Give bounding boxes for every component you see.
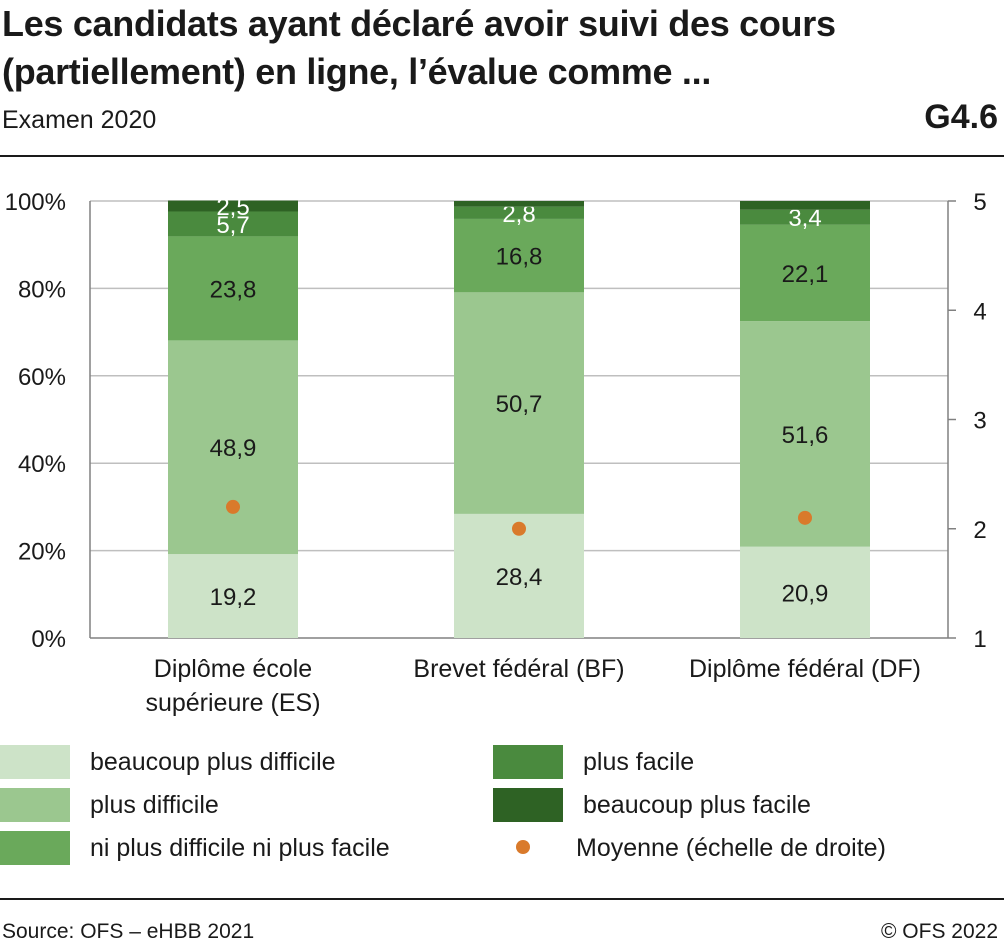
data-label: 22,1 <box>782 261 829 288</box>
mean-marker <box>512 521 526 536</box>
bar-segment-ni-ni <box>168 236 298 341</box>
bar-segment-ni-ni <box>740 224 870 322</box>
bar-segment-plus-facile <box>740 209 870 225</box>
bar-segment-ni-ni <box>454 218 584 293</box>
mean-marker <box>798 510 812 525</box>
chart-code: G4.6 <box>924 98 998 136</box>
legend-label-plus-facile: plus facile <box>583 748 695 776</box>
stacked-bar-chart: 0% 20% 40% 60% 80% 100% 1 2 3 4 5 19,2 48,9 23,8 5,72,… <box>5 189 987 717</box>
legend-marker-moyenne <box>516 840 530 854</box>
y2-tick-label: 5 <box>973 189 986 216</box>
data-label: 23,8 <box>210 276 257 303</box>
bar-segment-plus-facile <box>168 211 298 237</box>
bar-segment-beaucoup-plus-facile <box>740 201 870 210</box>
legend-swatch-plus-facile <box>493 745 563 779</box>
data-label: 19,2 <box>210 584 257 611</box>
y-tick-label: 100% <box>5 189 66 216</box>
data-label: 5,7 <box>216 212 249 239</box>
chart-title-line-1: Les candidats ayant déclaré avoir suivi … <box>2 3 836 44</box>
bar-segment-beaucoup-plus-facile <box>168 200 298 212</box>
data-label: 51,6 <box>782 422 829 449</box>
legend-swatch-ni-ni <box>0 831 70 865</box>
chart-title: Les candidats ayant déclaré avoir suivi … <box>2 0 992 96</box>
data-label: 28,4 <box>496 564 543 591</box>
bar-segment-beaucoup-plus-facile <box>454 201 584 207</box>
bar-segment-plus-difficile <box>740 321 870 547</box>
data-label: 2,5 <box>216 194 249 221</box>
bottom-divider <box>0 898 1004 900</box>
x-category-label: Brevet fédéral (BF) <box>413 655 624 683</box>
y2-tick-label: 2 <box>973 517 986 544</box>
data-label: 48,9 <box>210 435 257 462</box>
legend-label-beaucoup-plus-facile: beaucoup plus facile <box>583 791 811 819</box>
y2-tick-label: 4 <box>973 298 986 325</box>
y2-tick-label: 1 <box>973 626 986 653</box>
top-divider <box>0 155 1004 157</box>
x-category-label: Diplôme fédéral (DF) <box>689 655 921 683</box>
data-label: 16,8 <box>496 244 543 271</box>
bar-segment-plus-difficile <box>168 340 298 555</box>
legend-label-moyenne: Moyenne (échelle de droite) <box>576 834 886 862</box>
data-label: 20,9 <box>782 580 829 607</box>
chart-subtitle: Examen 2020 <box>2 106 157 134</box>
y-tick-label: 80% <box>18 276 66 303</box>
y-tick-label: 60% <box>18 364 66 391</box>
data-label: 50,7 <box>496 391 543 418</box>
y2-tick-label: 3 <box>973 408 986 435</box>
legend-label-ni-ni: ni plus difficile ni plus facile <box>90 834 390 862</box>
legend-swatch-plus-difficile <box>0 788 70 822</box>
bar-segment-plus-difficile <box>454 292 584 514</box>
bar-segment-plus-facile <box>454 206 584 219</box>
legend-swatch-beaucoup-plus-facile <box>493 788 563 822</box>
bar-segment-beaucoup-plus-difficile <box>168 554 298 638</box>
bar-segment-beaucoup-plus-difficile <box>740 546 870 638</box>
x-category-label: supérieure (ES) <box>145 689 320 717</box>
legend-label-beaucoup-plus-difficile: beaucoup plus difficile <box>90 748 336 776</box>
chart-title-line-2: (partiellement) en ligne, l’évalue comme… <box>2 51 712 92</box>
footer-copyright: © OFS 2022 <box>880 920 998 943</box>
y-tick-label: 0% <box>31 626 66 653</box>
mean-marker <box>226 499 240 514</box>
legend-swatch-beaucoup-plus-difficile <box>0 745 70 779</box>
y-tick-label: 20% <box>18 539 66 566</box>
legend-label-plus-difficile: plus difficile <box>90 791 219 819</box>
footer-source: Source: OFS – eHBB 2021 <box>2 920 255 943</box>
x-category-label: Diplôme école <box>154 655 312 683</box>
y-tick-label: 40% <box>18 451 66 478</box>
